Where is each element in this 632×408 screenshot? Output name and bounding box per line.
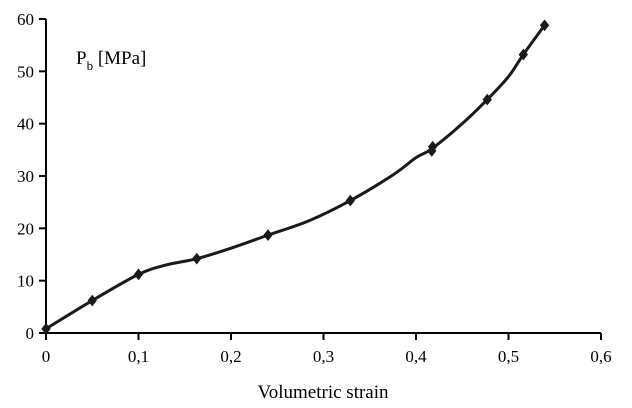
data-point xyxy=(518,48,528,61)
x-tick-label: 0,2 xyxy=(220,347,241,366)
y-tick-label: 50 xyxy=(17,62,34,81)
series-layer xyxy=(41,19,550,335)
tick-labels: 0 0,1 0,2 0,3 0,4 0,5 0,6 0 10 20 30 40 50 60 xyxy=(17,10,612,366)
x-tick-label: 0,4 xyxy=(405,347,427,366)
x-tick-label: 0,5 xyxy=(498,347,519,366)
y-tick-label: 40 xyxy=(17,115,34,134)
y-tick-label: 10 xyxy=(17,272,34,291)
x-tick-label: 0,6 xyxy=(590,347,611,366)
y-axis-title: Pb [MPa] xyxy=(76,48,146,73)
y-tick-label: 60 xyxy=(17,10,34,29)
axes xyxy=(39,18,602,340)
y-tick-label: 30 xyxy=(17,167,34,186)
x-axis-title: Volumetric strain xyxy=(257,382,389,403)
data-point xyxy=(345,194,355,207)
y-tick-label: 20 xyxy=(17,219,34,238)
data-point xyxy=(263,229,273,241)
y-axis-title-unit: [MPa] xyxy=(93,48,146,69)
series-line xyxy=(44,23,547,331)
y-tick-label: 0 xyxy=(26,324,35,343)
data-point xyxy=(192,252,202,265)
y-axis-title-main: P xyxy=(76,48,87,69)
x-tick-label: 0,3 xyxy=(313,347,334,366)
data-point xyxy=(133,268,144,281)
data-point xyxy=(482,93,492,106)
x-tick-label: 0 xyxy=(42,347,51,366)
x-tick-label: 0,1 xyxy=(128,347,149,366)
data-point xyxy=(87,294,97,307)
y-axis-title-subscript: b xyxy=(87,58,94,73)
data-point xyxy=(41,322,51,335)
data-point xyxy=(427,140,438,153)
data-point xyxy=(539,19,550,32)
